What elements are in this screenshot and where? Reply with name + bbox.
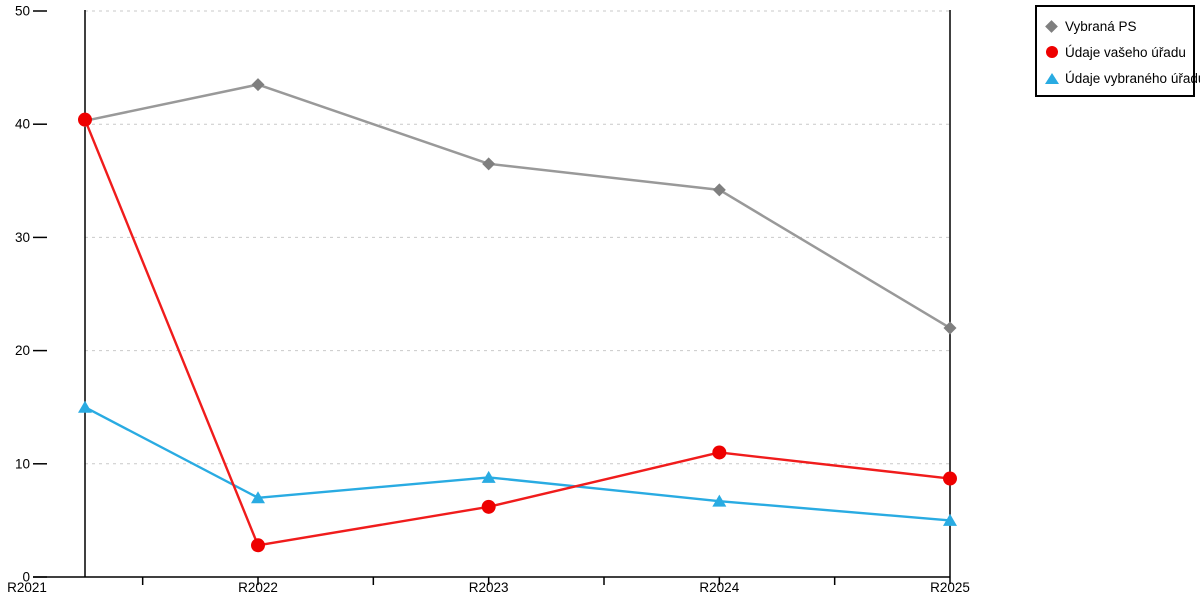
- legend: Vybraná PS Údaje vašeho úřadu Údaje vybr…: [1035, 5, 1200, 97]
- x-axis-label-R2023: R2023: [469, 580, 509, 595]
- data-point-1-R2023[interactable]: [481, 499, 496, 514]
- legend-marker: [1045, 72, 1065, 84]
- y-axis-label-10: 10: [15, 456, 30, 471]
- legend-label: Údaje vašeho úřadu: [1065, 44, 1186, 60]
- series-line-0: [84, 83, 951, 330]
- data-point-2-R2022[interactable]: [251, 491, 265, 504]
- legend-item-vybrana-ps[interactable]: Vybraná PS: [1045, 13, 1185, 39]
- data-point-1-R2025[interactable]: [943, 471, 957, 486]
- data-point-1-R2022[interactable]: [251, 538, 265, 553]
- x-axis-label-R2021: R2021: [7, 580, 47, 595]
- y-axis-label-0: 0: [22, 570, 30, 585]
- legend-marker: [1045, 19, 1065, 33]
- legend-label: Vybraná PS: [1065, 18, 1137, 34]
- diamond-icon: [1045, 19, 1058, 33]
- x-axis-label-R2025: R2025: [930, 580, 970, 595]
- y-axis-label-30: 30: [15, 230, 30, 245]
- data-point-2-R2021[interactable]: [78, 400, 92, 413]
- data-point-1-R2021[interactable]: [78, 112, 92, 127]
- data-point-1-R2024[interactable]: [712, 445, 727, 460]
- legend-marker: [1045, 46, 1065, 58]
- x-axis-label-R2022: R2022: [238, 580, 278, 595]
- x-axis-label-R2024: R2024: [699, 580, 739, 595]
- y-axis-label-20: 20: [15, 343, 30, 358]
- y-axis-label-50: 50: [15, 4, 30, 19]
- data-point-2-R2025[interactable]: [943, 513, 957, 526]
- legend-label: Údaje vybraného úřadu: [1065, 70, 1200, 86]
- data-point-2-R2023[interactable]: [481, 470, 496, 483]
- data-point-0-R2025[interactable]: [943, 321, 957, 335]
- data-point-0-R2023[interactable]: [482, 157, 496, 171]
- legend-item-udaje-vybraneho-uradu[interactable]: Údaje vybraného úřadu: [1045, 65, 1200, 91]
- y-axis-label-40: 40: [15, 117, 30, 132]
- legend-item-udaje-vaseho-uradu[interactable]: Údaje vašeho úřadu: [1045, 39, 1186, 65]
- data-point-0-R2022[interactable]: [251, 78, 265, 92]
- triangle-icon: [1045, 72, 1059, 84]
- data-point-2-R2024[interactable]: [712, 494, 727, 507]
- circle-icon: [1046, 46, 1058, 58]
- data-point-0-R2024[interactable]: [712, 183, 726, 197]
